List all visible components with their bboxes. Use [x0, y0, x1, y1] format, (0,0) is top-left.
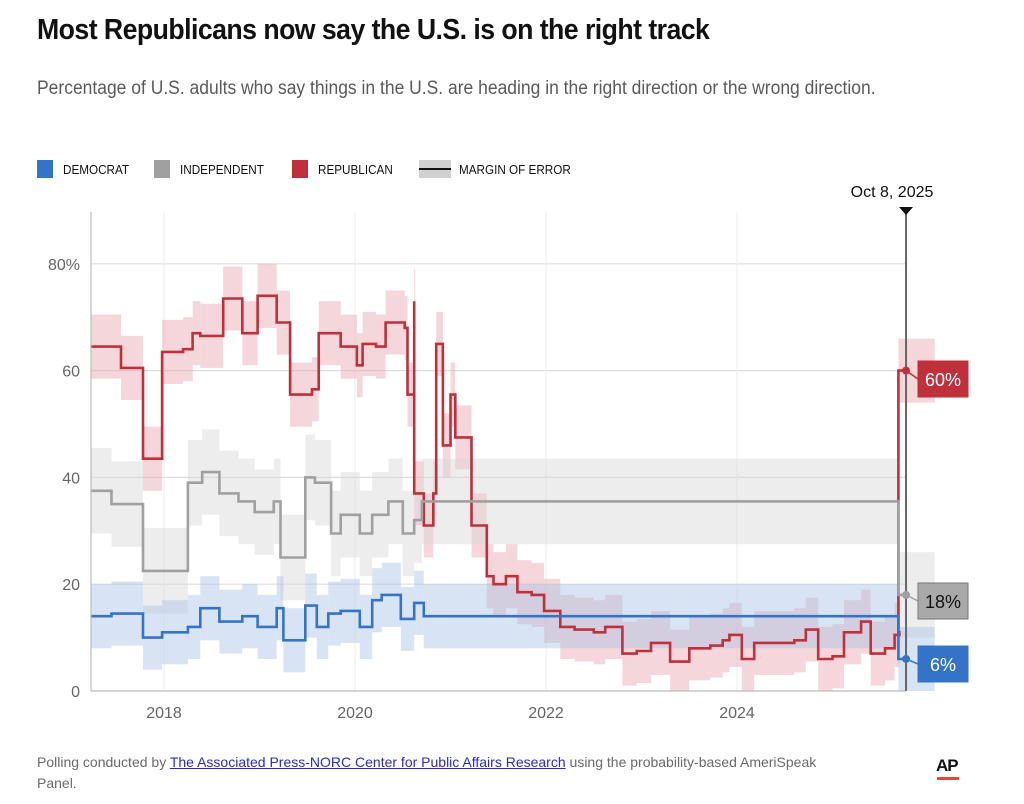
footer-prefix: Polling conducted by: [37, 754, 170, 770]
ap-logo: AP: [936, 756, 959, 775]
independent-line: [91, 470, 906, 597]
legend-item-republican: REPUBLICAN: [291, 160, 401, 178]
democrat-line: [91, 593, 906, 661]
x-tick-label: 2022: [528, 705, 564, 722]
chart-title: Most Republicans now say the U.S. is on …: [37, 14, 710, 46]
date-marker-triangle-icon: [899, 207, 914, 215]
legend-item-margin-of-error: MARGIN OF ERROR: [418, 160, 583, 178]
chart[interactable]: 0 20 40 60 80% 2018 2020 2022 2024 Oct 8, 2025 6…: [0, 0, 1024, 740]
republican-error-band: [670, 629, 690, 691]
date-marker: Oct 8, 2025: [851, 184, 934, 691]
end-label-text: 18%: [925, 592, 961, 612]
legend-label: REPUBLICAN: [317, 161, 393, 177]
x-tick-label: 2020: [337, 705, 373, 722]
legend-label: DEMOCRAT: [63, 161, 130, 177]
y-tick-label: 20: [62, 577, 80, 594]
date-marker-label: Oct 8, 2025: [851, 184, 934, 201]
end-label-text: 60%: [925, 370, 961, 390]
end-label-box: [917, 645, 969, 683]
legend: DEMOCRAT INDEPENDENT REPUBLICAN MARGIN O…: [37, 160, 601, 178]
y-tick-label: 0: [71, 684, 80, 701]
end-labels: 60% 18% 6%: [902, 360, 969, 683]
end-label-box: [917, 360, 969, 398]
x-tick-label: 2018: [146, 705, 182, 722]
independent-swatch: [154, 160, 171, 178]
x-tick-label: 2024: [719, 705, 755, 722]
axes: 0 20 40 60 80% 2018 2020 2022 2024: [48, 212, 906, 722]
legend-label: INDEPENDENT: [180, 161, 265, 177]
y-tick-label: 80%: [48, 257, 80, 274]
end-label-text: 6%: [930, 655, 956, 675]
republican-line: [91, 294, 906, 663]
error-bands: [91, 263, 935, 691]
republican-swatch: [291, 160, 308, 178]
end-label-box: [917, 582, 969, 620]
source-link[interactable]: The Associated Press-NORC Center for Pub…: [169, 754, 566, 770]
grid: [91, 212, 906, 691]
y-tick-label: 40: [62, 470, 80, 487]
margin-of-error-swatch: [418, 160, 451, 178]
end-label-connector: [905, 658, 919, 665]
end-label-connector: [905, 594, 919, 602]
republican-error-band: [414, 269, 416, 334]
y-tick-label: 60: [62, 364, 80, 381]
series-lines: [91, 294, 906, 663]
end-label-connector: [905, 369, 919, 380]
democrat-swatch: [37, 160, 53, 178]
footer-note: Polling conducted by The Associated Pres…: [37, 752, 837, 794]
ap-logo-bar: [937, 777, 959, 780]
chart-subtitle: Percentage of U.S. adults who say things…: [37, 78, 876, 99]
legend-item-independent: INDEPENDENT: [154, 160, 273, 178]
legend-label: MARGIN OF ERROR: [458, 161, 571, 177]
legend-item-democrat: DEMOCRAT: [37, 160, 136, 178]
footer-suffix: using the probability-based AmeriSpeak P…: [37, 754, 817, 791]
